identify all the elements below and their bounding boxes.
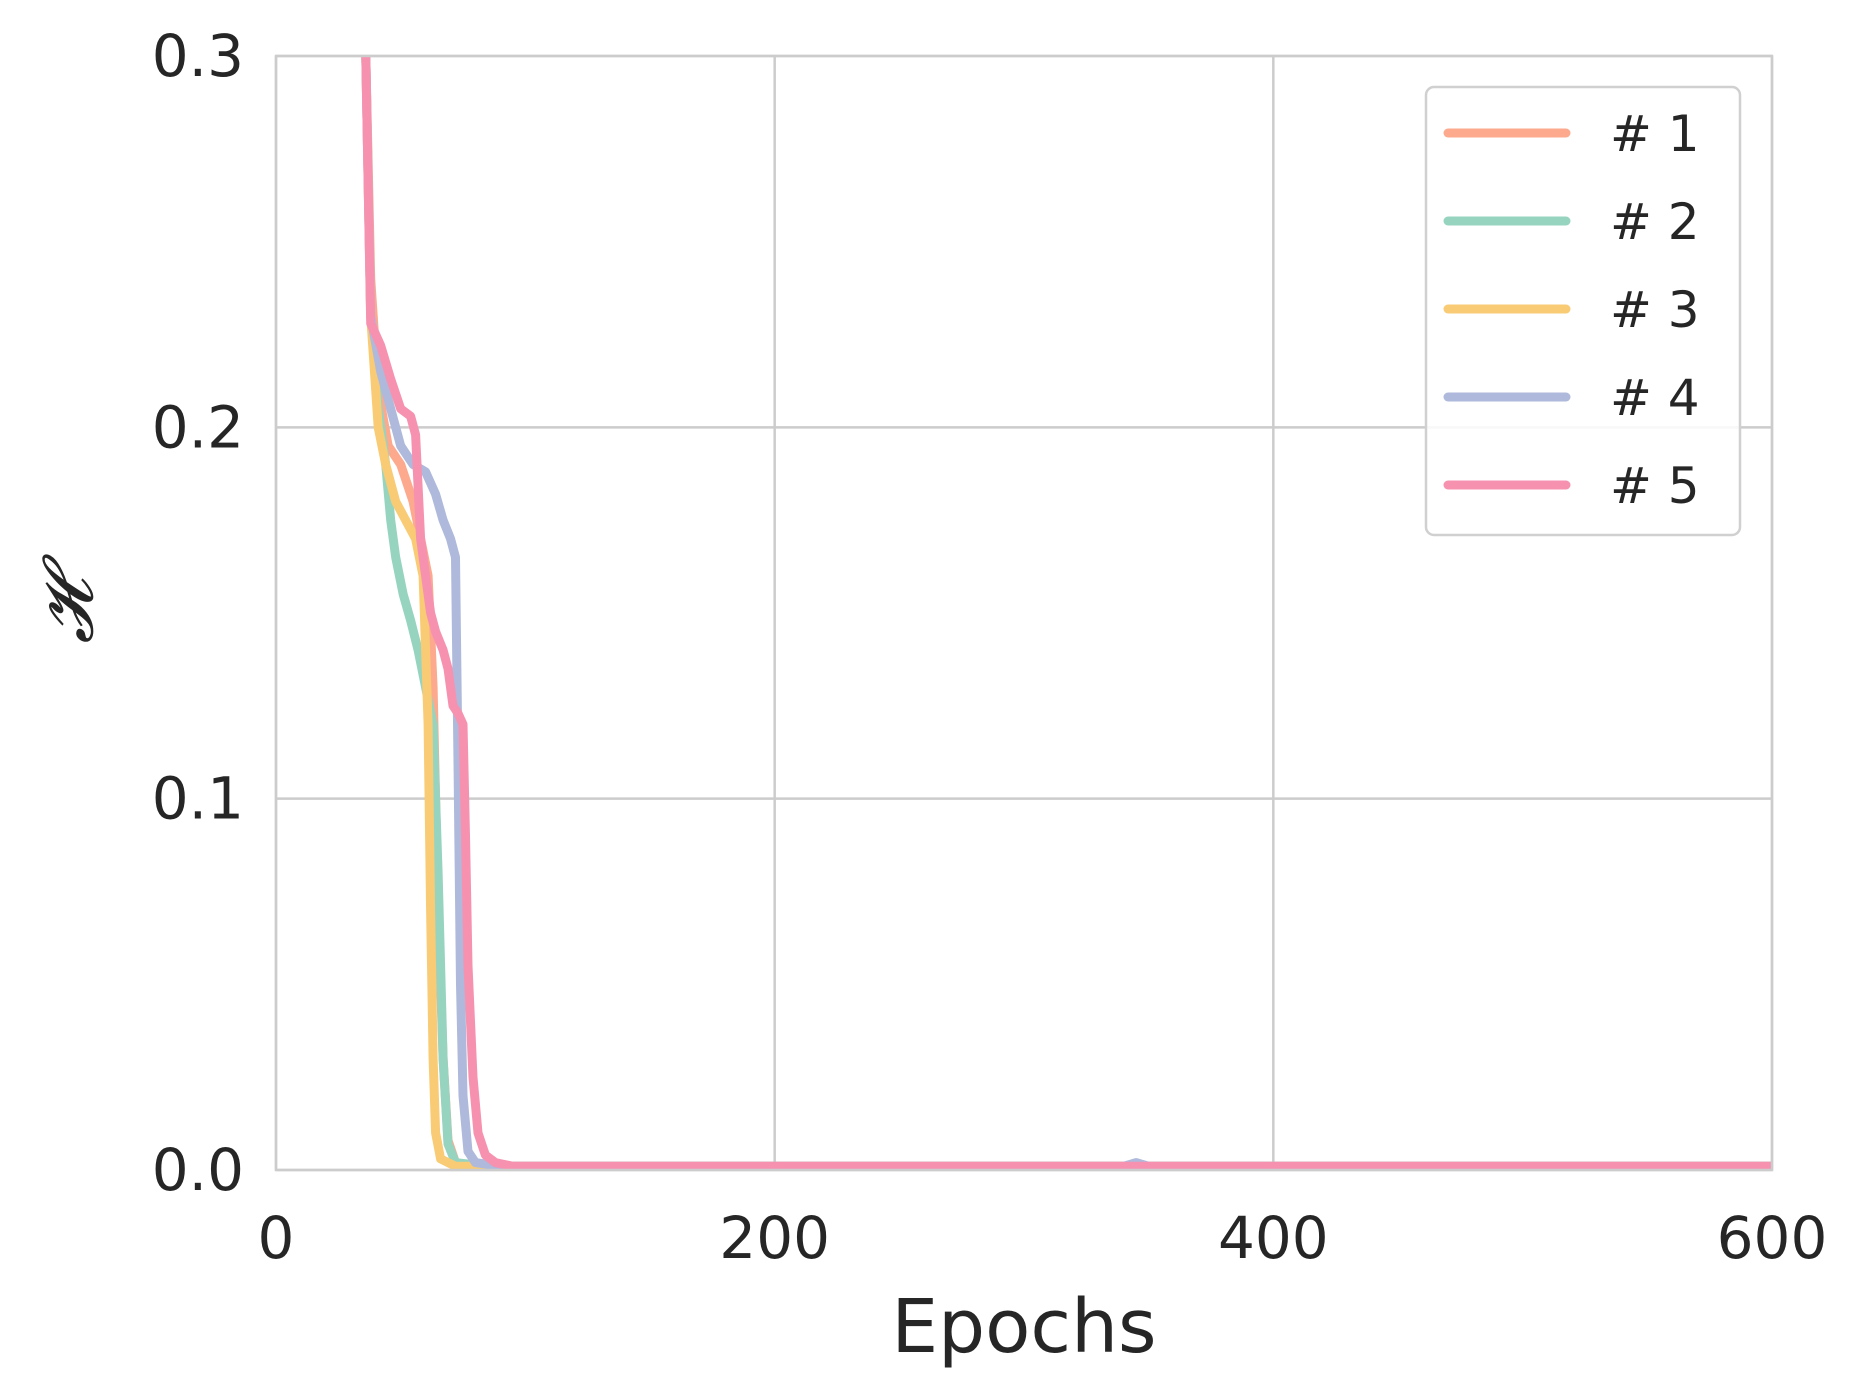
x-tick-label: 400 [1218,1204,1329,1272]
y-tick-label: 0.0 [152,1136,244,1204]
legend: # 1 # 2 # 3 # 4 # 5 [1424,85,1742,537]
legend-label-4: # 4 [1610,369,1700,427]
y-axis-ticks: 0.0 0.1 0.2 0.3 [152,22,244,1204]
legend-box [1424,85,1742,537]
y-tick-label: 0.2 [152,393,244,461]
x-axis-ticks: 0 200 400 600 [258,1204,1828,1272]
legend-label-2: # 2 [1610,193,1700,251]
legend-label-3: # 3 [1610,281,1700,339]
x-tick-label: 200 [719,1204,830,1272]
x-axis-label: Epochs [891,1284,1156,1370]
legend-label-5: # 5 [1610,457,1700,515]
plot-frame [274,54,1774,1172]
series-line-5 [361,56,1772,1170]
y-axis-label: 𝓗 [27,554,109,644]
y-tick-label: 0.1 [152,765,244,833]
legend-label-1: # 1 [1610,105,1700,163]
series-layer [361,56,1772,1170]
x-tick-label: 0 [258,1204,295,1272]
y-tick-label: 0.3 [152,22,244,90]
x-tick-label: 600 [1717,1204,1828,1272]
